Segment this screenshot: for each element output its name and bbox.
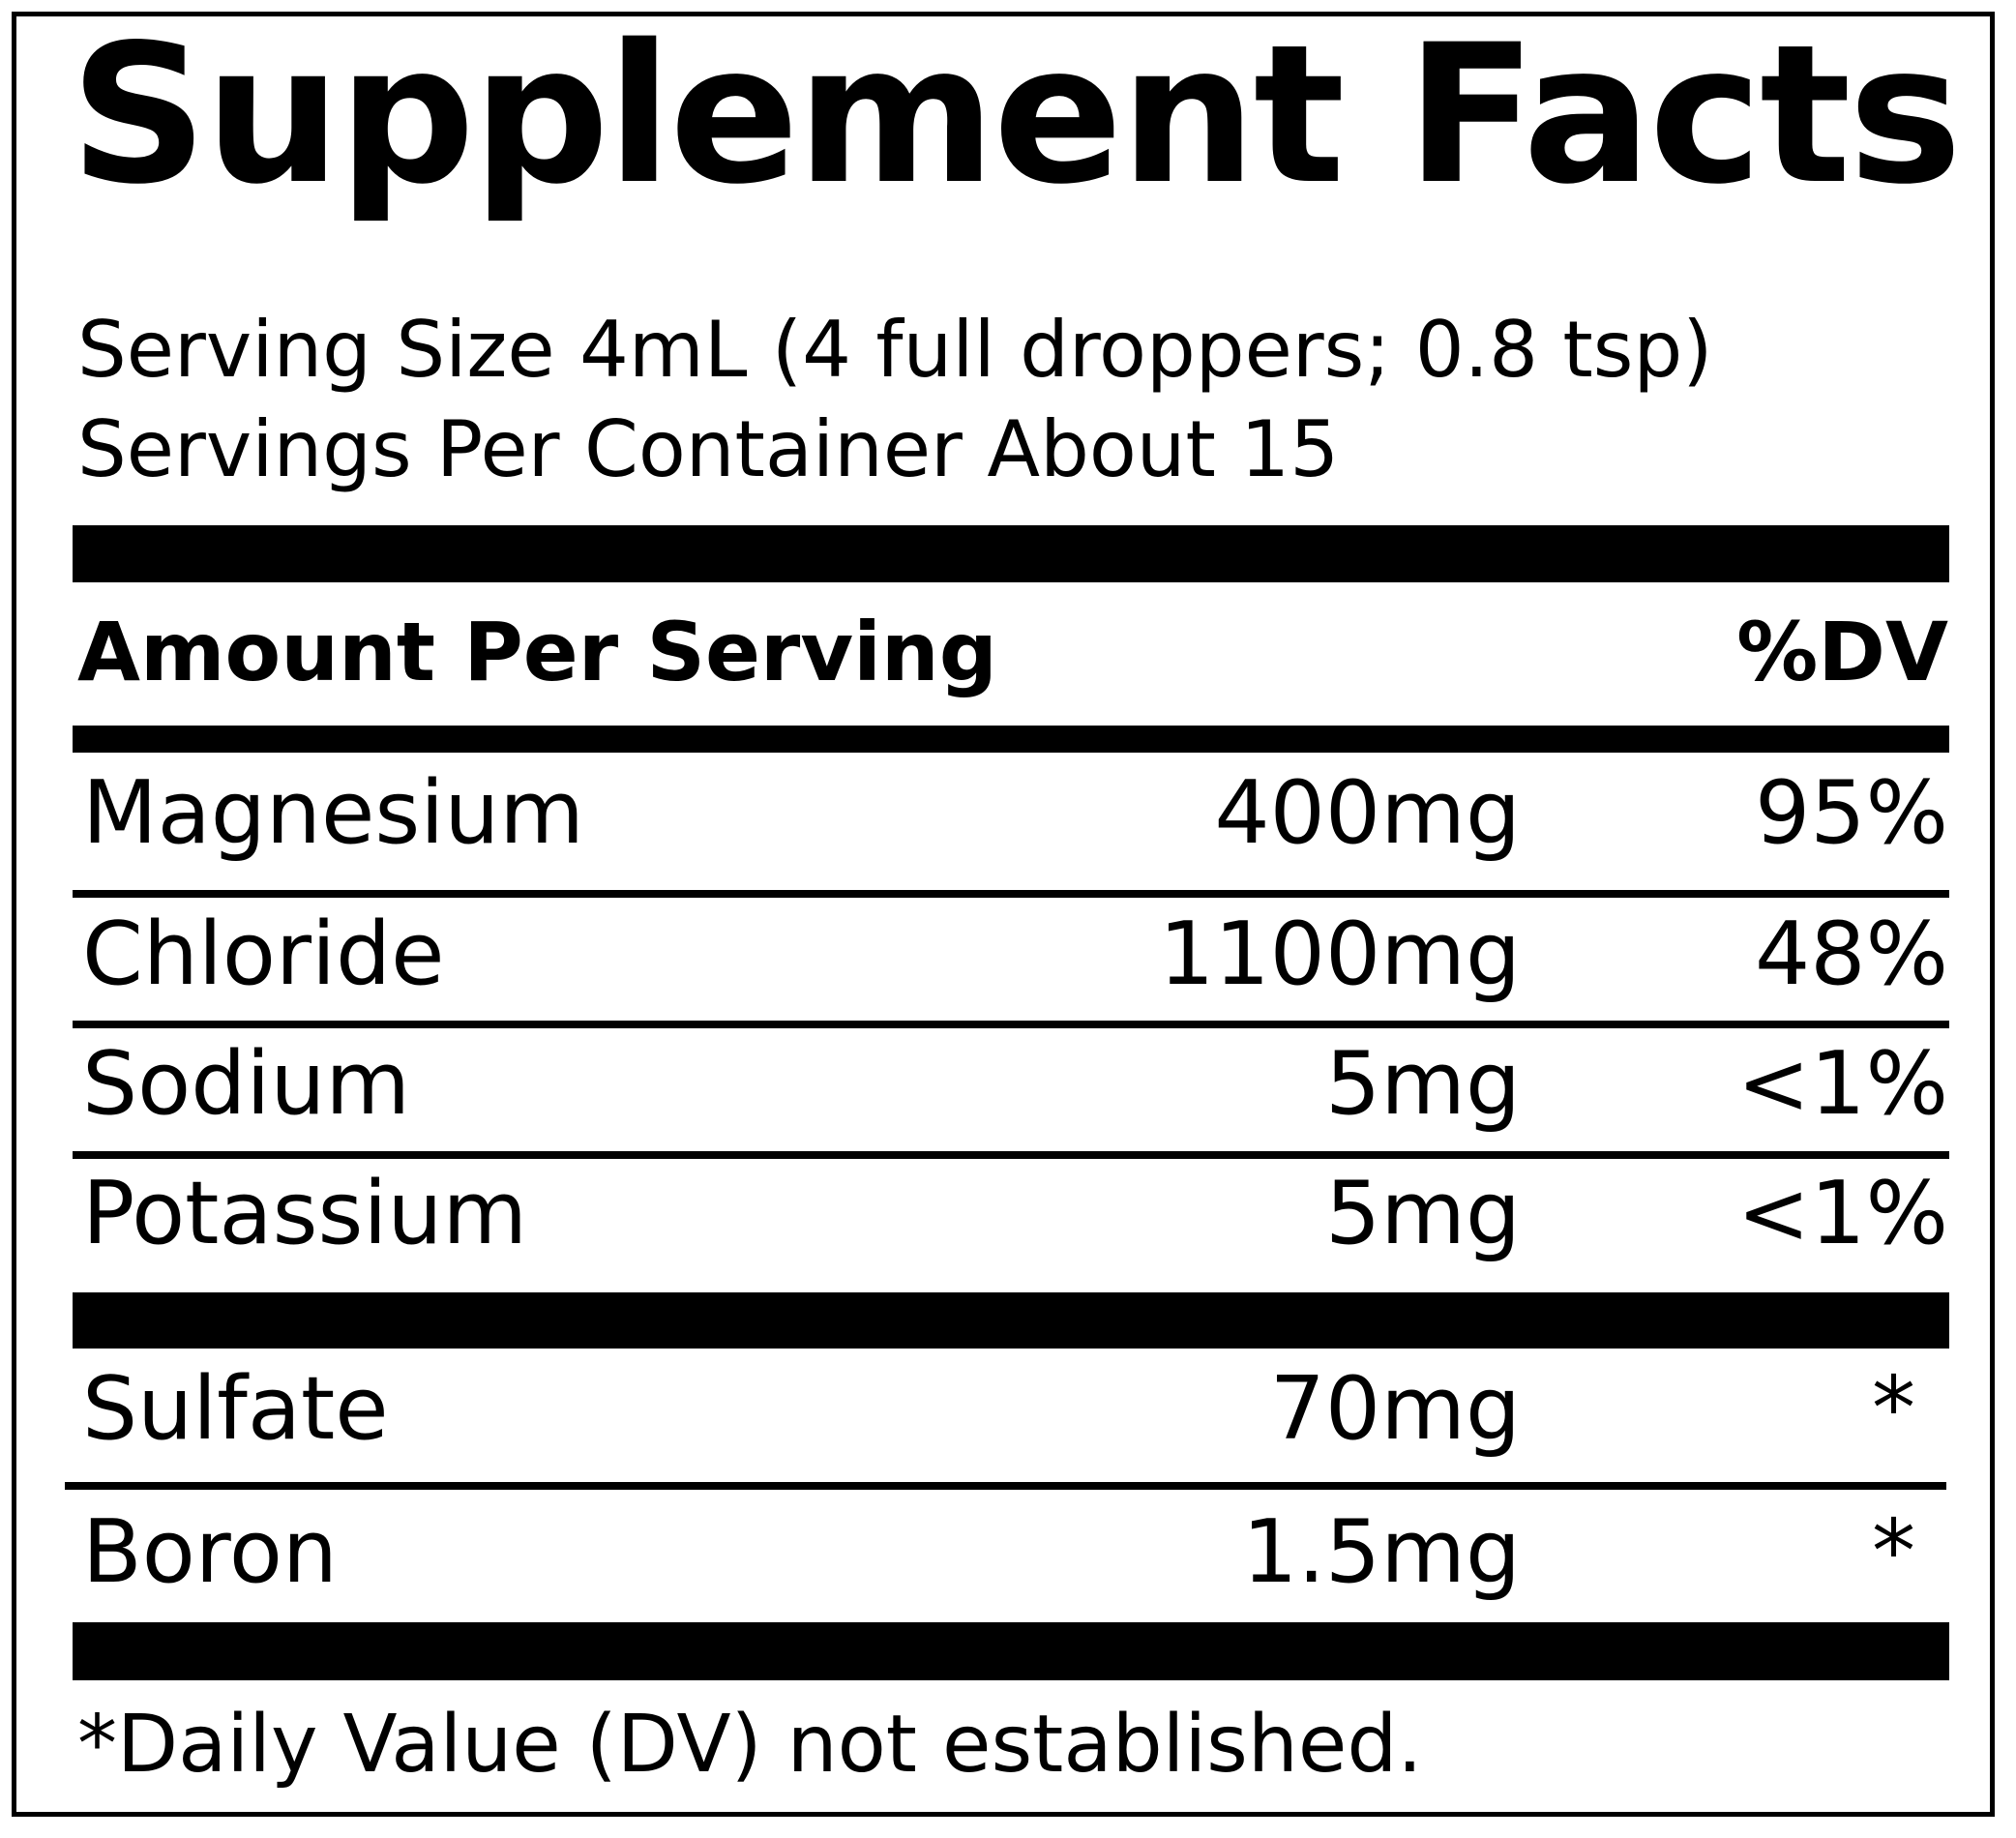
thick-divider-middle (73, 1292, 1949, 1349)
nutrient-amount: 70mg (1269, 1358, 1521, 1460)
nutrient-name: Sodium (82, 1033, 411, 1135)
nutrient-name: Boron (82, 1501, 338, 1603)
row-divider (73, 890, 1949, 898)
nutrient-dv: 95% (1754, 762, 1948, 864)
nutrient-amount: 400mg (1214, 762, 1521, 864)
amount-per-serving-header: Amount Per Serving (77, 605, 997, 699)
dv-header: %DV (1736, 605, 1948, 699)
nutrient-amount: 5mg (1324, 1033, 1521, 1135)
nutrient-dv: * (1872, 1358, 1915, 1460)
nutrient-amount: 1100mg (1159, 904, 1521, 1005)
nutrient-dv: 48% (1754, 904, 1948, 1005)
nutrient-name: Magnesium (82, 762, 584, 864)
label-frame (12, 12, 1995, 1817)
nutrient-name: Sulfate (82, 1358, 389, 1460)
thick-divider-bottom (73, 1622, 1949, 1680)
footnote: *Daily Value (DV) not established. (77, 1699, 1423, 1791)
nutrient-dv: * (1872, 1501, 1915, 1603)
serving-size: Serving Size 4mL (4 full droppers; 0.8 t… (77, 305, 1713, 395)
servings-per-container: Servings Per Container About 15 (77, 404, 1340, 494)
row-divider (65, 1482, 1946, 1490)
thick-divider-top (73, 525, 1949, 582)
nutrient-amount: 5mg (1324, 1163, 1521, 1264)
nutrient-amount: 1.5mg (1242, 1501, 1521, 1603)
medium-divider (73, 726, 1949, 753)
row-divider (73, 1151, 1949, 1159)
nutrient-name: Chloride (82, 904, 445, 1005)
nutrient-dv: <1% (1736, 1033, 1948, 1135)
nutrient-name: Potassium (82, 1163, 528, 1264)
nutrient-dv: <1% (1736, 1163, 1948, 1264)
row-divider (73, 1021, 1949, 1028)
label-title: Supplement Facts (70, 3, 1962, 226)
